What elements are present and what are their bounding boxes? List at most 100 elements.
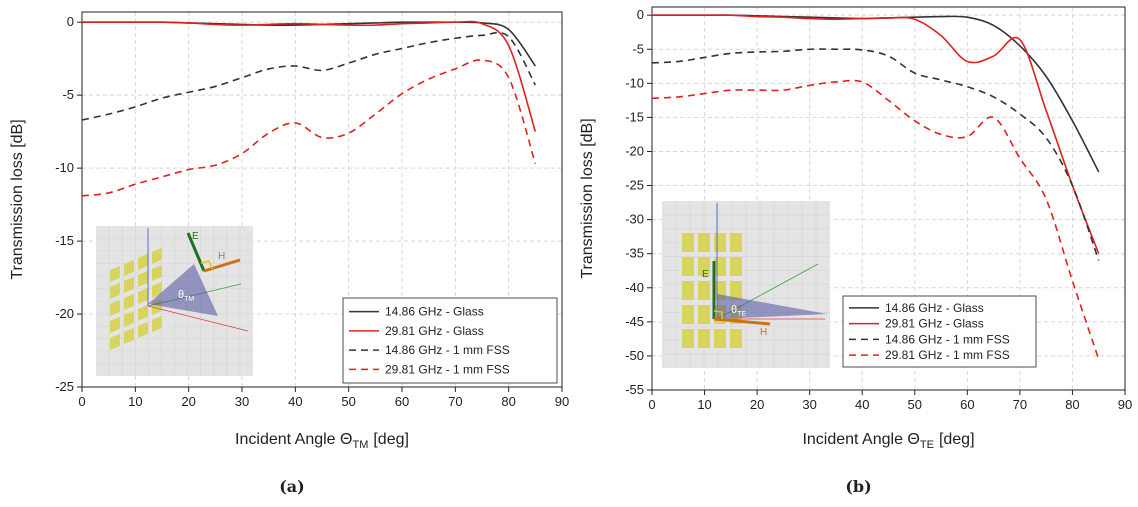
series-line [82, 20, 537, 132]
right-angle [200, 260, 213, 270]
angle-symbol: θ [731, 304, 737, 316]
fss-patch [138, 321, 148, 338]
legend-label: 29.81 GHz - Glass [385, 324, 484, 338]
series-line [652, 14, 1100, 254]
legend-label: 14.86 GHz - Glass [385, 305, 484, 319]
fss-patch [682, 257, 694, 276]
y-tick-label: -5 [632, 41, 644, 56]
legend-label: 29.81 GHz - Glass [885, 317, 984, 331]
legend-label: 14.86 GHz - 1 mm FSS [385, 343, 510, 357]
fss-patch [138, 253, 148, 270]
y-tick-label: -15 [625, 109, 644, 124]
fss-patch [698, 257, 710, 276]
y-tick-label: -35 [625, 246, 644, 261]
y-tick-label: 0 [67, 14, 74, 29]
x-tick-label: 10 [697, 397, 711, 412]
fss-patch [714, 233, 726, 252]
h-arrow [203, 258, 241, 273]
fss-patch [124, 293, 134, 310]
x-tick-label: 50 [908, 397, 922, 412]
fss-patch [698, 305, 710, 324]
x-tick-label: 80 [501, 394, 515, 409]
x-tick-label: 60 [395, 394, 409, 409]
caption: (a) [279, 477, 305, 496]
fss-patch [682, 281, 694, 300]
legend-label: 29.81 GHz - 1 mm FSS [385, 362, 510, 376]
x-tick-label: 90 [555, 394, 569, 409]
y-tick-label: -45 [625, 314, 644, 329]
y-tick-label: 0 [637, 7, 644, 22]
x-axis-label-unit: [deg] [373, 431, 409, 448]
e-label: E [702, 269, 709, 280]
fss-patch [138, 304, 148, 321]
fss-patch [682, 305, 694, 324]
h-label: H [218, 251, 225, 262]
fss-patch [714, 257, 726, 276]
x-axis-label-sub: TM [352, 439, 368, 451]
fss-patch [730, 329, 742, 348]
x-tick-label: 0 [648, 397, 655, 412]
y-axis-label: Transmission loss [dB] [9, 119, 26, 279]
fss-patch [682, 233, 694, 252]
y-axis-label: Transmission loss [dB] [579, 118, 596, 278]
right-angle [713, 310, 723, 319]
x-tick-label: 10 [128, 394, 142, 409]
x-tick-label: 30 [235, 394, 249, 409]
x-tick-label: 20 [181, 394, 195, 409]
angle-label: θTE [731, 304, 746, 318]
fss-patch [110, 299, 120, 316]
y-tick-label: -55 [625, 382, 644, 397]
plot-frame [651, 6, 1126, 391]
fss-patch [714, 329, 726, 348]
y-tick-label: -20 [55, 306, 74, 321]
h-label: H [760, 327, 767, 338]
x-axis-label: Incident Angle ΘTE [deg] [802, 431, 974, 451]
fss-patch [152, 315, 162, 332]
x-tick-label: 60 [960, 397, 974, 412]
e-label: E [192, 231, 199, 242]
fss-patch [730, 257, 742, 276]
angle-wedge [148, 264, 218, 316]
fss-patch [698, 329, 710, 348]
y-tick-label: -10 [625, 75, 644, 90]
y-tick-label: -10 [55, 160, 74, 175]
legend-label: 14.86 GHz - 1 mm FSS [885, 332, 1010, 346]
fss-patch [682, 329, 694, 348]
fss-patch [110, 333, 120, 350]
y-tick-label: -25 [625, 178, 644, 193]
y-tick-label: -30 [625, 212, 644, 227]
fss-patch [110, 265, 120, 282]
fss-patch [152, 264, 162, 281]
x-axis-label-unit: [deg] [939, 431, 975, 448]
caption: (b) [845, 477, 871, 496]
x-axis-label-text: Incident Angle Θ [235, 431, 352, 448]
legend-label: 14.86 GHz - Glass [885, 301, 984, 315]
fss-patch [152, 281, 162, 298]
fss-patch [124, 327, 134, 344]
x-tick-label: 90 [1118, 397, 1132, 412]
e-arrow [186, 232, 206, 272]
fss-patch [138, 287, 148, 304]
x-tick-label: 70 [448, 394, 462, 409]
fss-patch [730, 233, 742, 252]
y-tick-label: -20 [625, 143, 644, 158]
x-tick-label: 50 [341, 394, 355, 409]
angle-subscript: TM [184, 296, 194, 303]
x-axis-label-text: Incident Angle Θ [802, 431, 919, 448]
series-line [651, 79, 1100, 360]
angle-wedge [717, 294, 827, 319]
series-line [652, 14, 1100, 173]
plot-frame [81, 11, 563, 388]
fss-patch [124, 259, 134, 276]
series-line [82, 21, 536, 67]
h-arrow [713, 317, 771, 326]
series-line [81, 59, 537, 197]
fss-patch [110, 316, 120, 333]
x-tick-label: 20 [750, 397, 764, 412]
x-tick-label: 80 [1065, 397, 1079, 412]
fss-patch [698, 281, 710, 300]
fss-patch [124, 310, 134, 327]
x-tick-label: 40 [855, 397, 869, 412]
